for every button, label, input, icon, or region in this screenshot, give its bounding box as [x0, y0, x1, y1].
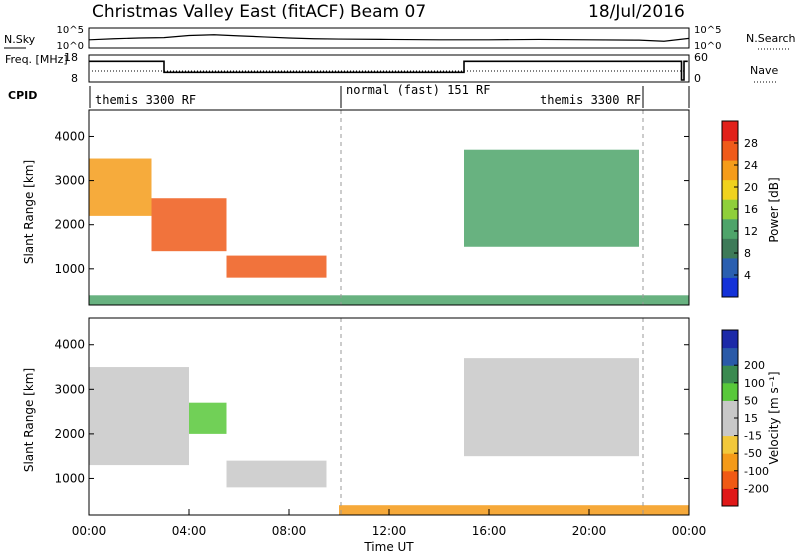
beam-label: Beam 07 — [350, 2, 426, 22]
xtick-label: 00:00 — [672, 524, 707, 538]
date-label: 18/Jul/2016 — [588, 2, 685, 22]
chart-title: Christmas Valley East (fitACF) — [92, 2, 345, 22]
freq-left-tick-bottom: 8 — [71, 72, 78, 85]
echo-region-2 — [189, 402, 227, 434]
echo-region-3 — [226, 460, 327, 488]
velocity-colorbar-swatch — [722, 347, 738, 366]
power-ytick-label: 2000 — [54, 218, 85, 232]
nsky-label: N.Sky — [4, 33, 36, 46]
power-colorbar-swatch — [722, 238, 738, 259]
velocity-colorbar-tick-label: 50 — [744, 394, 758, 407]
velocity-colorbar-swatch — [722, 400, 738, 419]
power-ytick-label: 3000 — [54, 174, 85, 188]
power-colorbar-swatch — [722, 179, 738, 200]
power-colorbar-swatch — [722, 140, 738, 161]
power-colorbar-tick-label: 12 — [744, 225, 758, 238]
cpid-label: CPID — [8, 89, 37, 102]
noise-panel: N.Sky 10^5 10^0 10^5 10^0 N.Search — [4, 25, 796, 52]
noise-left-tick-top: 10^5 — [57, 25, 84, 36]
power-colorbar-swatch — [722, 257, 738, 278]
freq-label: Freq. [MHz] — [5, 53, 68, 66]
velocity-colorbar-swatch — [722, 365, 738, 384]
velocity-colorbar-tick-label: 100 — [744, 377, 765, 390]
velocity-ytick-label: 4000 — [54, 338, 85, 352]
cpid-segment-2: normal (fast) 151 RF — [346, 83, 491, 97]
power-colorbar-tick-label: 4 — [744, 269, 751, 282]
echo-region-1 — [89, 367, 189, 466]
velocity-xlabel: Time UT — [363, 540, 414, 554]
velocity-ytick-label: 1000 — [54, 471, 85, 485]
velocity-colorbar-swatch — [722, 488, 738, 507]
freq-right-tick-bottom: 0 — [694, 72, 701, 85]
noise-left-tick-bottom: 10^0 — [57, 41, 84, 52]
power-panel-frame — [88, 109, 690, 306]
noise-right-tick-top: 10^5 — [694, 25, 721, 36]
velocity-colorbar-swatch — [722, 418, 738, 437]
velocity-colorbar-swatch — [722, 453, 738, 472]
power-colorbar-swatch — [722, 160, 738, 181]
xtick-label: 20:00 — [572, 524, 607, 538]
cpid-segment-1: themis 3300 RF — [95, 93, 196, 107]
cpid-segment-3: themis 3300 RF — [540, 93, 641, 107]
velocity-ytick-label: 3000 — [54, 382, 85, 396]
power-colorbar-swatch — [722, 277, 738, 298]
velocity-colorbar-tick-label: -200 — [744, 482, 769, 495]
xtick-label: 08:00 — [272, 524, 307, 538]
echo-region-5 — [89, 295, 689, 305]
velocity-colorbar-tick-label: -15 — [744, 430, 762, 443]
xtick-label: 16:00 — [472, 524, 507, 538]
freq-panel: Freq. [MHz] 18 8 60 0 Nave — [5, 51, 778, 85]
velocity-ytick-label: 2000 — [54, 427, 85, 441]
echo-region-5 — [339, 505, 689, 515]
echo-region-3 — [226, 255, 327, 278]
noise-panel-frame — [88, 27, 690, 49]
velocity-colorbar-tick-label: 200 — [744, 359, 765, 372]
freq-left-tick-top: 18 — [64, 51, 78, 64]
power-colorbar-swatch — [722, 199, 738, 220]
freq-right-tick-top: 60 — [694, 51, 708, 64]
velocity-colorbar-swatch — [722, 330, 738, 349]
velocity-colorbar-swatch — [722, 382, 738, 401]
velocity-colorbar-tick-label: -50 — [744, 447, 762, 460]
xtick-label: 00:00 — [72, 524, 107, 538]
noise-right-tick-bottom: 10^0 — [694, 41, 721, 52]
power-colorbar-tick-label: 16 — [744, 203, 758, 216]
xtick-label: 04:00 — [172, 524, 207, 538]
freq-panel-frame — [88, 54, 690, 83]
power-colorbar-swatch — [722, 121, 738, 142]
velocity-colorbar-tick-label: 15 — [744, 412, 758, 425]
velocity-colorbar-swatch — [722, 470, 738, 489]
nsky-series-line — [89, 34, 689, 42]
velocity-colorbar-tick-label: -100 — [744, 465, 769, 478]
freq-series-line — [89, 60, 688, 81]
power-colorbar-tick-label: 20 — [744, 181, 758, 194]
nave-label: Nave — [750, 64, 778, 77]
power-ylabel: Slant Range [km] — [22, 160, 36, 264]
echo-region-4 — [464, 149, 639, 247]
power-ytick-label: 4000 — [54, 129, 85, 143]
nsearch-label: N.Search — [746, 32, 796, 45]
xtick-label: 12:00 — [372, 524, 407, 538]
power-colorbar-label: Power [dB] — [767, 177, 781, 242]
cpid-bar: CPID themis 3300 RF normal (fast) 151 RF… — [8, 83, 690, 108]
velocity-colorbar-swatch — [722, 435, 738, 454]
velocity-colorbar-label: Velocity [m s⁻¹] — [767, 371, 781, 464]
echo-region-2 — [151, 198, 227, 252]
velocity-ylabel: Slant Range [km] — [22, 368, 36, 472]
echo-region-1 — [89, 158, 152, 216]
power-colorbar-swatch — [722, 218, 738, 239]
echo-region-4 — [464, 358, 639, 457]
power-colorbar-tick-label: 8 — [744, 247, 751, 260]
velocity-panel: 1000 2000 3000 4000 00:00 04:00 08:00 12:00 16:… — [22, 317, 781, 554]
power-colorbar-tick-label: 24 — [744, 159, 758, 172]
power-ytick-label: 1000 — [54, 262, 85, 276]
power-colorbar-tick-label: 28 — [744, 137, 758, 150]
power-panel: 1000 2000 3000 4000 Slant Range [km] 4 8 12 16… — [22, 109, 781, 306]
